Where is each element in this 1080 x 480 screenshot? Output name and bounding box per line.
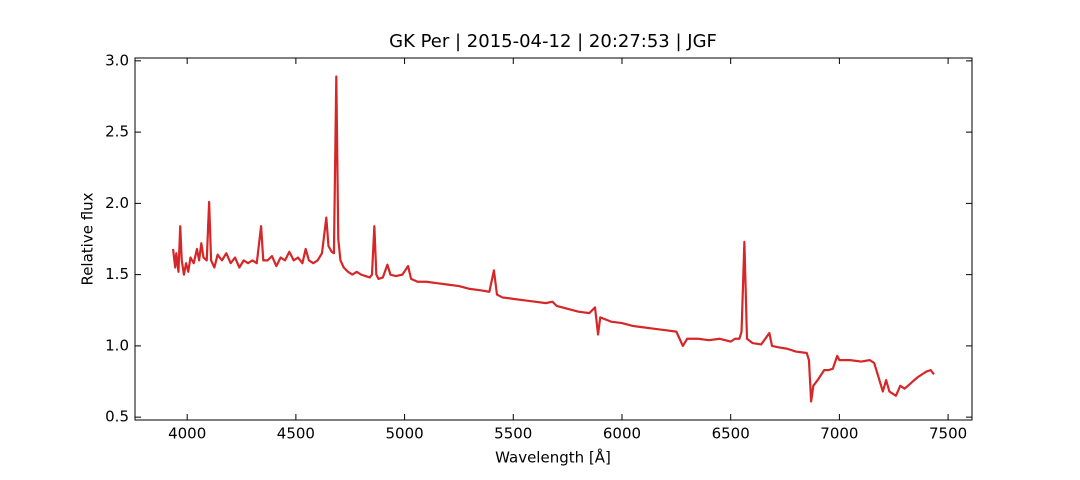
y-tick-label: 3.0 xyxy=(105,51,129,69)
x-tick-label: 5000 xyxy=(385,425,423,443)
plot-frame xyxy=(134,57,973,421)
y-tick-label: 1.5 xyxy=(105,265,129,283)
x-tick-label: 6500 xyxy=(712,425,750,443)
x-tick-label: 6000 xyxy=(603,425,641,443)
y-tick-label: 1.0 xyxy=(105,336,129,354)
x-tick-label: 7500 xyxy=(929,425,967,443)
y-tick-label: 2.0 xyxy=(105,194,129,212)
x-tick-label: 4500 xyxy=(277,425,315,443)
x-axis-label: Wavelength [Å] xyxy=(495,448,611,467)
x-tick-label: 7000 xyxy=(820,425,858,443)
y-axis-label: Relative flux xyxy=(79,192,97,285)
spectrum-line xyxy=(171,75,935,403)
x-tick-label: 4000 xyxy=(168,425,206,443)
y-tick-label: 2.5 xyxy=(105,123,129,141)
y-tick-label: 0.5 xyxy=(105,408,129,426)
chart-title: GK Per | 2015-04-12 | 20:27:53 | JGF xyxy=(389,31,717,52)
x-tick-label: 5500 xyxy=(494,425,532,443)
